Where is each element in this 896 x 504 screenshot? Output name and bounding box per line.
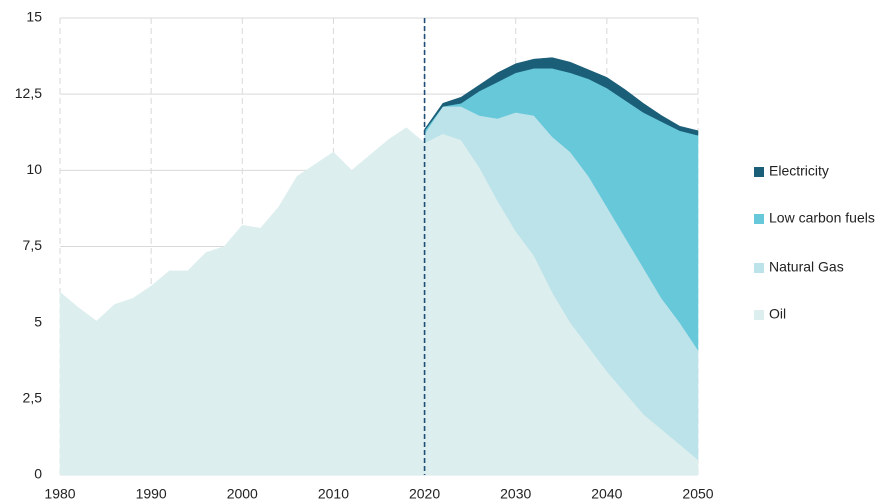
x-tick-label: 2050 — [682, 486, 713, 502]
x-tick-label: 2030 — [500, 486, 531, 502]
y-tick-label: 12,5 — [15, 85, 42, 101]
legend-swatch — [754, 167, 764, 177]
x-tick-label: 1980 — [44, 486, 75, 502]
x-tick-label: 1990 — [136, 486, 167, 502]
legend-label: Electricity — [769, 163, 829, 179]
x-tick-label: 2020 — [409, 486, 440, 502]
legend-label: Natural Gas — [769, 259, 844, 275]
y-tick-label: 5 — [34, 313, 42, 329]
legend-swatch — [754, 263, 764, 273]
y-tick-label: 7,5 — [23, 237, 43, 253]
area — [59, 127, 699, 476]
y-tick-label: 10 — [26, 161, 42, 177]
x-tick-label: 2010 — [318, 486, 349, 502]
x-tick-label: 2040 — [591, 486, 622, 502]
y-tick-label: 2,5 — [23, 390, 43, 406]
y-tick-label: 15 — [26, 9, 42, 25]
legend-swatch — [754, 310, 764, 320]
legend-label: Oil — [769, 306, 786, 322]
y-tick-label: 0 — [34, 466, 42, 482]
area — [424, 57, 699, 136]
legend-swatch — [754, 214, 764, 224]
legend-label: Low carbon fuels — [769, 210, 875, 226]
x-tick-label: 2000 — [227, 486, 258, 502]
